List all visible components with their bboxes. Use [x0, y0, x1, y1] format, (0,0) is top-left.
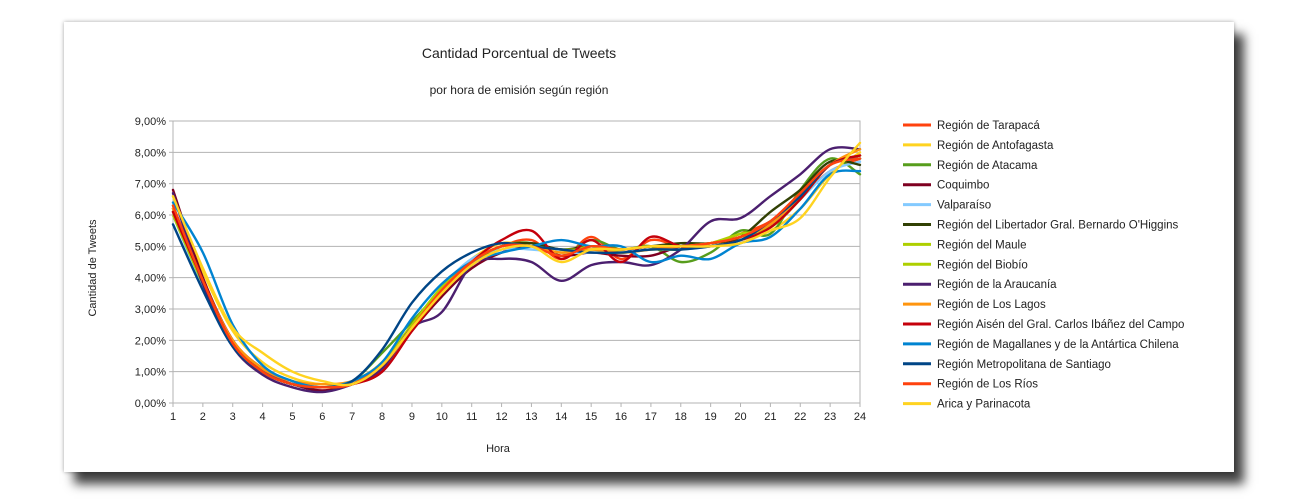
series-line-region-del-biobio: [171, 157, 862, 389]
x-tick-label: 12: [495, 411, 507, 423]
legend-label-region-del-biobio: Región del Biobío: [937, 259, 1028, 271]
x-tick-label: 24: [854, 411, 866, 423]
series-line-valparaiso: [171, 160, 862, 389]
x-tick-label: 20: [734, 411, 746, 423]
x-tick-label: 2: [200, 411, 206, 423]
y-tick-label: 4,00%: [135, 273, 166, 285]
x-tick-label: 6: [319, 411, 325, 423]
legend-label-region-de-magallanes-y-de-la-antartica-chilena: Región de Magallanes y de la Antártica C…: [937, 339, 1179, 351]
x-tick-label: 17: [645, 411, 657, 423]
legend-label-region-metropolitana-de-santiago: Región Metropolitana de Santiago: [937, 359, 1111, 371]
legend-label-region-del-libertador-gral-bernardo-o-higgins: Región del Libertador Gral. Bernardo O'H…: [937, 220, 1179, 232]
x-tick-label: 14: [555, 411, 567, 423]
x-tick-label: 15: [585, 411, 597, 423]
series-line-region-de-antofagasta: [171, 151, 862, 386]
x-tick-label: 9: [409, 411, 415, 423]
y-tick-label: 0,00%: [135, 398, 166, 410]
series-line-arica-y-parinacota: [171, 141, 862, 387]
x-tick-label: 13: [525, 411, 537, 423]
y-tick-label: 5,00%: [135, 241, 166, 253]
legend-label-region-de-los-rios: Región de Los Ríos: [937, 379, 1038, 391]
x-tick-label: 3: [230, 411, 236, 423]
line-chart: Cantidad Porcentual de Tweets por hora d…: [87, 45, 1184, 455]
y-tick-label: 2,00%: [135, 335, 166, 347]
legend-label-coquimbo: Coquimbo: [937, 180, 989, 192]
series-line-region-metropolitana-de-santiago: [171, 157, 862, 389]
series-line-region-de-los-rios: [171, 157, 862, 389]
x-tick-label: 7: [349, 411, 355, 423]
y-tick-label: 6,00%: [135, 210, 166, 222]
legend-label-region-del-maule: Región del Maule: [937, 239, 1027, 251]
series-line-region-del-libertador-gral-bernardo-o-higgins: [171, 159, 862, 389]
series-line-region-aisen-del-gral-carlos-ibanez-del-campo: [171, 154, 862, 389]
x-tick-label: 10: [436, 411, 448, 423]
y-tick-label: 3,00%: [135, 304, 166, 316]
chart-card: Cantidad Porcentual de Tweets por hora d…: [64, 22, 1234, 472]
plot-area: [172, 120, 861, 404]
x-tick-label: 8: [379, 411, 385, 423]
series-line-coquimbo: [171, 154, 862, 392]
x-tick-label: 4: [260, 411, 266, 423]
series-line-region-del-maule: [171, 154, 862, 389]
legend-label-valparaiso: Valparaíso: [937, 200, 991, 212]
x-axis-label: Hora: [486, 443, 511, 455]
x-tick-label: 21: [764, 411, 776, 423]
legend-label-region-de-la-araucania: Región de la Araucanía: [937, 279, 1057, 291]
x-tick-label: 18: [675, 411, 687, 423]
legend-label-region-aisen-del-gral-carlos-ibanez-del-campo: Región Aisén del Gral. Carlos Ibáñez del…: [937, 319, 1184, 331]
legend-label-region-de-tarapaca: Región de Tarapacá: [937, 120, 1040, 132]
y-tick-label: 8,00%: [135, 147, 166, 159]
x-tick-label: 1: [170, 411, 176, 423]
y-tick-label: 7,00%: [135, 179, 166, 191]
x-tick-label: 19: [705, 411, 717, 423]
x-tick-label: 16: [615, 411, 627, 423]
chart-title: Cantidad Porcentual de Tweets: [422, 45, 616, 61]
y-axis-label: Cantidad de Tweets: [87, 219, 99, 317]
series-line-region-de-magallanes-y-de-la-antartica-chilena: [171, 169, 862, 389]
legend-label-region-de-los-lagos: Región de Los Lagos: [937, 299, 1046, 311]
x-tick-label: 23: [824, 411, 836, 423]
chart-subtitle: por hora de emisión según región: [430, 83, 609, 97]
y-tick-label: 9,00%: [135, 116, 166, 128]
x-tick-label: 22: [794, 411, 806, 423]
x-tick-label: 5: [289, 411, 295, 423]
series-line-region-de-atacama: [171, 157, 862, 389]
legend-label-region-de-atacama: Región de Atacama: [937, 160, 1038, 172]
series-line-region-de-la-araucania: [171, 146, 862, 394]
legend-label-region-de-antofagasta: Región de Antofagasta: [937, 140, 1054, 152]
series-line-region-de-tarapaca: [171, 157, 862, 389]
y-tick-label: 1,00%: [135, 367, 166, 379]
legend-label-arica-y-parinacota: Arica y Parinacota: [937, 399, 1031, 411]
x-tick-label: 11: [466, 411, 477, 423]
series-line-region-de-los-lagos: [171, 148, 862, 386]
